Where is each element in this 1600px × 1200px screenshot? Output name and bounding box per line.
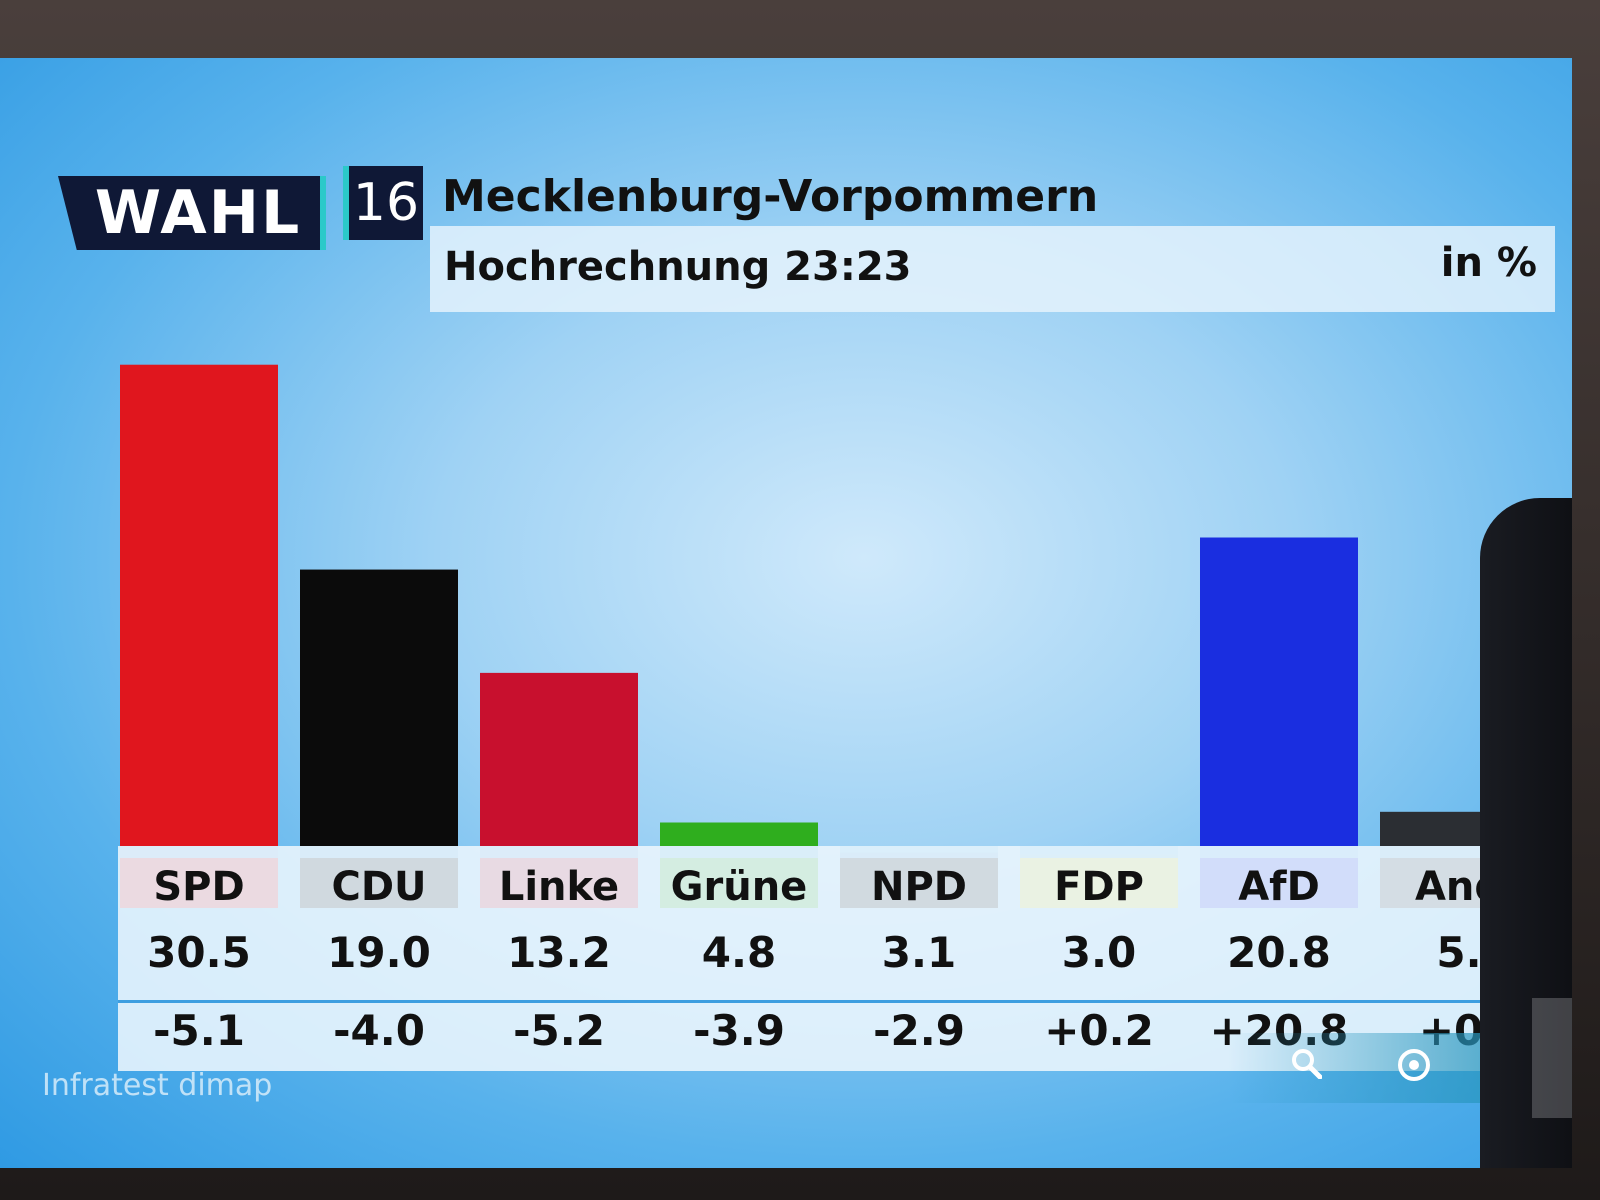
party-value: 19.0 xyxy=(327,928,431,977)
label-panel: SPD 30.5 -5.1 CDU 19.0 -4.0 Linke 13.2 -5.2 Grüne… xyxy=(118,846,1503,1071)
subtitle-strip: Hochrechnung 23:23 in % xyxy=(430,226,1555,312)
party-change: -5.2 xyxy=(513,1006,605,1055)
wahl-year-logo: 16 xyxy=(343,166,423,240)
party-name: Linke xyxy=(498,864,620,910)
party-change: -2.9 xyxy=(873,1006,965,1055)
broadcast-screen: WAHL 16 Mecklenburg-Vorpommern Hochrechn… xyxy=(0,58,1572,1168)
control-bar xyxy=(1228,1033,1528,1103)
party-value: 3.1 xyxy=(881,928,957,977)
party-name: SPD xyxy=(153,864,245,910)
wahl-logo: WAHL xyxy=(58,176,326,250)
party-value: 5. xyxy=(1436,928,1482,977)
party-value: 30.5 xyxy=(147,928,251,977)
party-change: -5.1 xyxy=(153,1006,245,1055)
search-icon[interactable] xyxy=(1290,1047,1322,1079)
party-name: FDP xyxy=(1054,864,1144,910)
presenter-silhouette xyxy=(1480,498,1572,1168)
title-box: Mecklenburg-Vorpommern xyxy=(436,158,1116,236)
unit-label: in % xyxy=(1440,240,1537,286)
party-name: NPD xyxy=(871,864,967,910)
party-change: -3.9 xyxy=(693,1006,785,1055)
source-credit: Infratest dimap xyxy=(42,1068,273,1103)
party-value: 3.0 xyxy=(1061,928,1137,977)
chart-title: Mecklenburg-Vorpommern xyxy=(442,171,1099,222)
settings-icon[interactable] xyxy=(1396,1047,1432,1083)
party-name: CDU xyxy=(331,864,427,910)
party-name: AfD xyxy=(1238,864,1320,910)
party-value: 20.8 xyxy=(1227,928,1331,977)
party-name: Grüne xyxy=(670,864,808,910)
party-value: 13.2 xyxy=(507,928,611,977)
presenter-collar xyxy=(1532,998,1572,1118)
panel-divider xyxy=(118,1000,1498,1003)
party-value: 4.8 xyxy=(701,928,777,977)
bar-spd xyxy=(120,364,278,908)
party-change: +0.2 xyxy=(1044,1006,1154,1055)
chart-subtitle: Hochrechnung 23:23 xyxy=(444,244,912,290)
party-change: -4.0 xyxy=(333,1006,425,1055)
